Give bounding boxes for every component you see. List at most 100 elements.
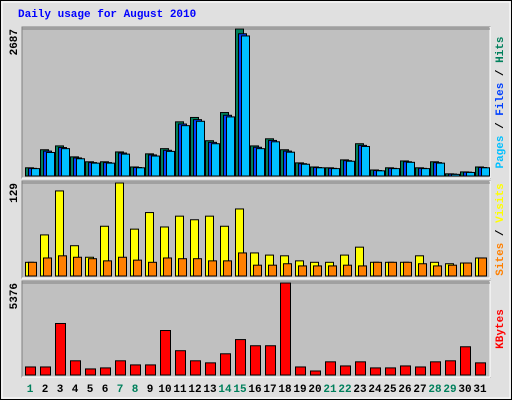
bar	[460, 346, 471, 376]
x-tick-label: 7	[117, 384, 124, 396]
bar	[31, 168, 40, 177]
bar	[373, 261, 382, 277]
bar	[145, 364, 156, 376]
x-tick-label: 18	[278, 384, 292, 396]
bar	[118, 256, 127, 277]
bar	[268, 264, 277, 277]
bar	[133, 259, 142, 277]
bar	[271, 141, 280, 177]
bar	[376, 170, 385, 177]
x-tick-label: 30	[458, 384, 471, 396]
legend: KBytes	[495, 309, 507, 349]
bar	[46, 151, 55, 177]
bar	[298, 265, 307, 277]
bar	[328, 265, 337, 277]
y-tick-label: 5376	[9, 283, 21, 309]
bar	[391, 168, 400, 177]
x-tick-label: 8	[132, 384, 139, 396]
bar	[58, 255, 67, 277]
bar	[85, 368, 96, 376]
bar	[388, 261, 397, 277]
x-tick-label: 22	[338, 384, 351, 396]
bar	[358, 265, 367, 277]
bar	[55, 322, 66, 376]
legend-separator: /	[495, 223, 507, 243]
bar	[331, 168, 340, 177]
bar	[370, 367, 381, 376]
bar	[436, 162, 445, 177]
x-tick-label: 9	[147, 384, 154, 396]
bar	[316, 167, 325, 177]
legend-entry: KBytes	[495, 309, 507, 349]
bar	[481, 167, 490, 177]
bar	[415, 366, 426, 376]
x-tick-label: 3	[57, 384, 64, 396]
bar	[238, 252, 247, 277]
legend-entry: Hits	[495, 36, 507, 62]
bar	[403, 261, 412, 277]
bar	[91, 162, 100, 177]
bar	[253, 264, 262, 277]
x-tick-label: 10	[158, 384, 171, 396]
legend-entry: Files	[495, 83, 507, 116]
bar	[73, 256, 82, 277]
x-tick-label: 17	[263, 384, 276, 396]
bar	[445, 360, 456, 376]
bar	[295, 366, 306, 376]
x-tick-label: 16	[248, 384, 261, 396]
bar	[235, 339, 246, 376]
bar	[40, 366, 51, 376]
x-tick-label: 14	[218, 384, 232, 396]
bar	[148, 261, 157, 277]
bar	[418, 263, 427, 277]
bar	[28, 261, 37, 277]
bar	[100, 367, 111, 376]
bar	[283, 263, 292, 277]
bar	[301, 163, 310, 177]
x-tick-label: 27	[413, 384, 426, 396]
bar	[190, 360, 201, 376]
bar	[130, 364, 141, 376]
legend-entry: Sites	[495, 243, 507, 276]
bar	[325, 361, 336, 376]
bar	[463, 262, 472, 277]
bar	[160, 330, 171, 376]
legend-entry: Visits	[495, 183, 507, 223]
bar	[280, 282, 291, 376]
bar	[193, 258, 202, 277]
bar	[220, 353, 231, 376]
bar	[385, 367, 396, 376]
x-tick-label: 25	[383, 384, 397, 396]
bar	[208, 260, 217, 277]
bar	[430, 361, 441, 376]
bar	[475, 362, 486, 376]
legend-entry: Pages	[495, 136, 507, 169]
bar	[478, 257, 487, 277]
bar	[340, 365, 351, 376]
bar	[361, 145, 370, 177]
bar	[88, 258, 97, 277]
bar	[256, 148, 265, 177]
bar	[115, 360, 126, 376]
bar	[166, 150, 175, 177]
bar	[433, 265, 442, 277]
bar	[181, 125, 190, 177]
x-tick-label: 15	[233, 384, 247, 396]
bar	[421, 168, 430, 177]
x-tick-label: 23	[353, 384, 367, 396]
x-tick-label: 24	[368, 384, 382, 396]
bar	[400, 365, 411, 376]
bar	[106, 162, 115, 177]
x-tick-label: 29	[443, 384, 456, 396]
bar	[175, 350, 186, 376]
x-tick-label: 19	[293, 384, 306, 396]
bar	[136, 167, 145, 177]
x-tick-label: 1	[27, 384, 34, 396]
legend: Sites / Visits	[495, 183, 507, 275]
bar	[310, 370, 321, 376]
x-tick-label: 21	[323, 384, 337, 396]
bar	[451, 173, 460, 177]
bar	[346, 160, 355, 177]
x-tick-label: 6	[102, 384, 109, 396]
